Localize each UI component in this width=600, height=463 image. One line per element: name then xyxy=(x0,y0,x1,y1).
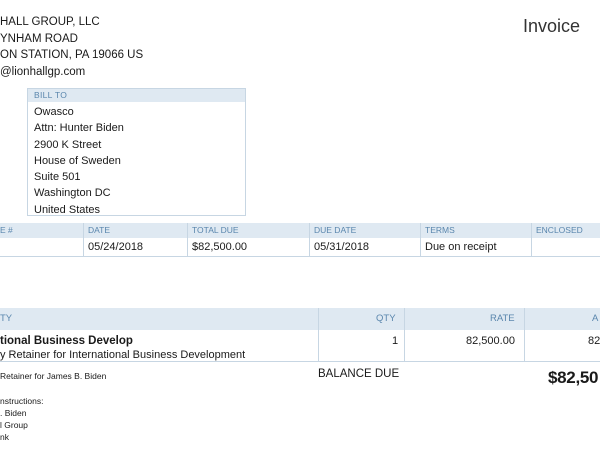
item-amount: 82 xyxy=(588,335,600,347)
column-divider xyxy=(524,308,525,362)
balance-due-label: BALANCE DUE xyxy=(318,368,400,380)
invoice-date: 05/24/2018 xyxy=(88,241,144,253)
header-total-due: TOTAL DUE xyxy=(192,225,239,235)
header-rate: RATE xyxy=(490,313,515,324)
item-description: y Retainer for International Business De… xyxy=(0,349,246,361)
company-address: HALL GROUP, LLC YNHAM ROAD ON STATION, P… xyxy=(0,14,143,80)
bill-to-line: Suite 501 xyxy=(34,171,81,184)
header-amount: A xyxy=(592,313,599,324)
items-header: TY QTY RATE A xyxy=(0,308,600,330)
item-rate: 82,500.00 xyxy=(466,335,515,347)
company-email: @lionhallgp.com xyxy=(0,65,86,78)
item-qty: 1 xyxy=(392,335,399,347)
invoice-meta-header: E # DATE TOTAL DUE DUE DATE TERMS ENCLOS… xyxy=(0,223,600,238)
bill-to-address: Owasco Attn: Hunter Biden 2900 K Street … xyxy=(28,102,245,218)
payment-instructions: nstructions: . Biden l Group nk xyxy=(0,395,43,443)
invoice-terms: Due on receipt xyxy=(425,241,497,253)
bill-to-line: Attn: Hunter Biden xyxy=(34,122,124,135)
bill-to-line: 2900 K Street xyxy=(34,138,102,151)
instruction-line: l Group xyxy=(0,420,28,430)
column-divider xyxy=(531,223,532,257)
bill-to-line: Owasco xyxy=(34,106,74,118)
column-divider xyxy=(404,308,405,362)
company-name: HALL GROUP, LLC xyxy=(0,16,100,28)
invoice-meta-row: 05/24/2018 $82,500.00 05/31/2018 Due on … xyxy=(0,238,600,257)
instruction-line: . Biden xyxy=(0,408,27,418)
header-activity: TY xyxy=(0,313,13,324)
header-due-date: DUE DATE xyxy=(314,225,357,235)
bill-to-label: BILL TO xyxy=(28,89,245,102)
header-invoice-number: E # xyxy=(0,225,13,235)
balance-due-value: $82,50 xyxy=(548,368,599,387)
bill-to-line: House of Sweden xyxy=(34,154,121,167)
item-name: tional Business Develop xyxy=(0,335,133,347)
bill-to-line: Washington DC xyxy=(34,187,111,200)
invoice-due-date: 05/31/2018 xyxy=(314,241,370,253)
document-title: Invoice xyxy=(522,16,580,36)
instruction-line: nk xyxy=(0,432,9,442)
company-street: YNHAM ROAD xyxy=(0,32,78,45)
header-date: DATE xyxy=(88,225,111,235)
column-divider xyxy=(309,223,310,257)
column-divider xyxy=(187,223,188,257)
table-row: tional Business Develop y Retainer for I… xyxy=(0,330,600,362)
instruction-line: nstructions: xyxy=(0,396,44,406)
memo: Retainer for James B. Biden xyxy=(0,371,107,381)
invoice-total-due: $82,500.00 xyxy=(192,241,248,253)
bill-to-line: United States xyxy=(34,203,101,216)
header-terms: TERMS xyxy=(425,225,455,235)
column-divider xyxy=(420,223,421,257)
column-divider xyxy=(83,223,84,257)
bill-to-box: BILL TO Owasco Attn: Hunter Biden 2900 K… xyxy=(27,88,246,216)
column-divider xyxy=(318,308,319,362)
company-city: ON STATION, PA 19066 US xyxy=(0,49,144,61)
header-qty: QTY xyxy=(376,313,396,324)
header-enclosed: ENCLOSED xyxy=(536,225,583,235)
